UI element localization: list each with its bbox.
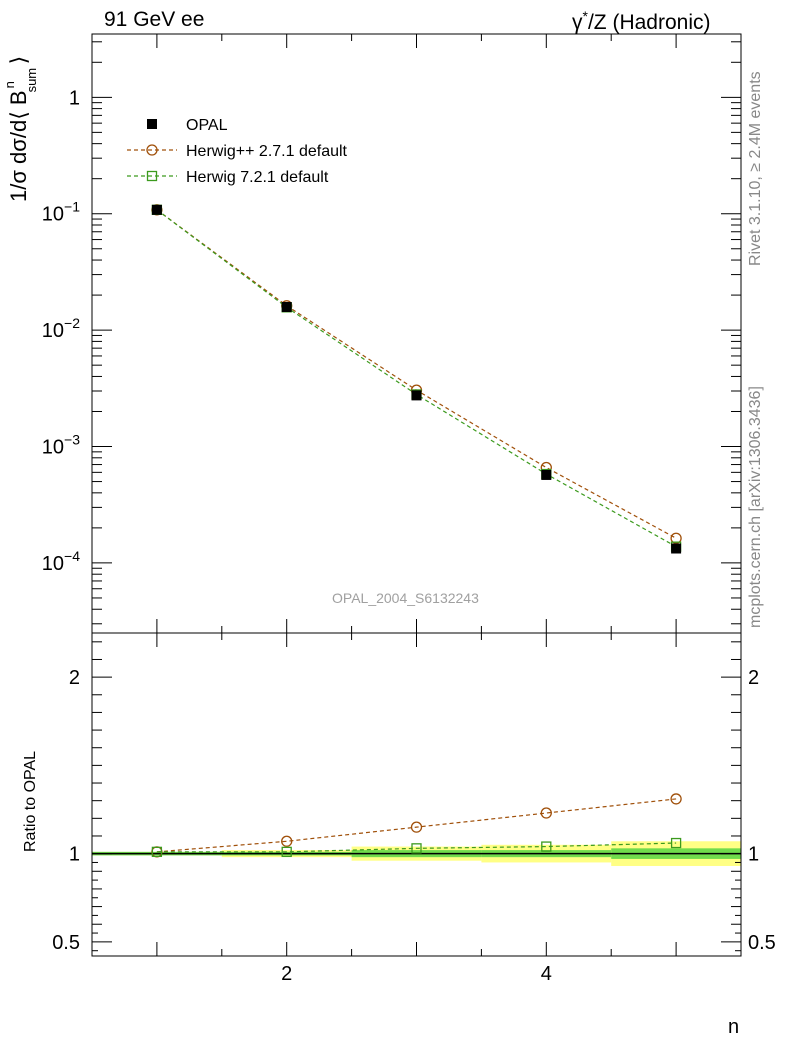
main-data-point [411, 390, 422, 401]
main-data-point [671, 543, 682, 554]
main-data-point [670, 532, 682, 544]
ratio-data-point [281, 835, 293, 847]
y-axis-title-sup: n [2, 81, 17, 89]
y-axis-title-close: ⟩ [6, 55, 31, 65]
y-axis-title-text: 1/σ dσ/d⟨ B [6, 90, 31, 202]
ratio-data-point [670, 793, 682, 805]
y-axis-title-ratio: Ratio to OPAL [22, 750, 39, 852]
process-name: /Z (Hadronic) [587, 11, 711, 34]
process-label-left: 91 GeV ee [104, 8, 205, 31]
x-tick-label: 2 [281, 963, 292, 985]
ratio-data-point [541, 841, 552, 852]
ratio-y-tick-label-right: 0.5 [748, 932, 776, 954]
x-axis-title: n [728, 1016, 740, 1038]
ratio-data-point [670, 837, 682, 849]
gamma-symbol: γ [572, 11, 583, 34]
y-tick-label: 10−4 [42, 548, 80, 575]
analysis-watermark: OPAL_2004_S6132243 [332, 590, 479, 606]
ratio-y-tick-label: 0.5 [52, 932, 80, 954]
ratio-y-tick-label: 2 [69, 667, 80, 689]
y-tick-label: 10−3 [42, 432, 80, 459]
ratio-series-line [156, 798, 677, 853]
ratio-series-line [156, 842, 677, 853]
ratio-data-point [411, 843, 422, 854]
y-tick-label: 10−2 [42, 315, 80, 342]
legend-entry-label: Herwig++ 2.7.1 default [186, 143, 348, 160]
main-series-line [156, 209, 677, 539]
star-superscript: * [582, 8, 588, 24]
x-tick-label: 4 [541, 963, 552, 985]
legend-entry-label: OPAL [186, 117, 228, 134]
ratio-y-tick-label-right: 2 [748, 667, 759, 689]
y-tick-label: 10−1 [42, 199, 80, 226]
y-tick-label: 1 [69, 87, 80, 109]
legend-marker [146, 170, 158, 182]
ratio-data-point [151, 846, 163, 858]
ratio-y-tick-label-right: 1 [748, 844, 759, 866]
main-data-point [541, 469, 552, 480]
ratio-data-point [540, 807, 552, 819]
ratio-y-tick-label: 1 [69, 844, 80, 866]
mcplots-label: mcplots.cern.ch [arXiv:1306.3436] [747, 386, 764, 628]
ratio-data-point [281, 846, 292, 858]
rivet-version-label: Rivet 3.1.10, ≥ 2.4M events [747, 71, 764, 266]
main-data-point [151, 204, 162, 215]
legend-entry-label: Herwig 7.2.1 default [186, 169, 329, 186]
legend-marker [146, 144, 158, 156]
ratio-panel-frame [91, 632, 742, 957]
legend-marker [147, 119, 157, 129]
main-data-point [281, 302, 292, 313]
process-label-right: γ*/Z (Hadronic) [572, 8, 710, 35]
y-axis-title-sub: sum [24, 67, 39, 93]
ratio-data-point [410, 821, 423, 833]
